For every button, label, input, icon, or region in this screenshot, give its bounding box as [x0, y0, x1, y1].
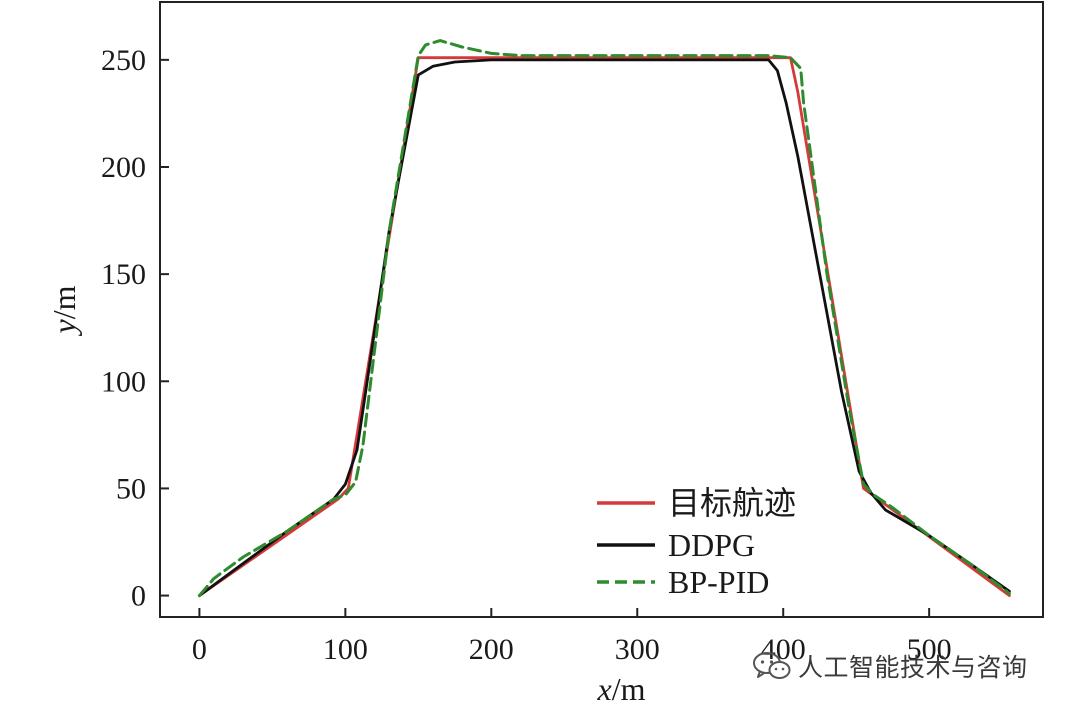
x-axis-label: x/m	[597, 671, 646, 707]
x-tick-label: 400	[761, 633, 806, 666]
legend-label-2: BP-PID	[668, 564, 769, 600]
y-tick-label: 200	[101, 151, 146, 184]
x-tick-label: 100	[323, 633, 368, 666]
y-tick-label: 150	[101, 258, 146, 291]
y-tick-label: 50	[116, 472, 146, 505]
watermark: 人工智能技术与咨询	[752, 648, 1028, 684]
series-line-2	[197, 39, 1011, 598]
x-tick-label: 300	[615, 633, 660, 666]
series-line-1	[197, 58, 1011, 597]
y-tick-label: 0	[131, 580, 146, 613]
y-axis-label: y/m	[46, 285, 82, 336]
x-tick-label: 500	[907, 633, 952, 666]
wechat-icon	[753, 652, 791, 679]
y-tick-label: 250	[101, 44, 146, 77]
legend-label-0: 目标航迹	[668, 485, 796, 521]
ticks-layer: 0 100 200 300 400 500 0 50 100 150 200 250	[101, 44, 952, 666]
series-line-0	[197, 56, 1011, 597]
series-layer	[197, 39, 1011, 598]
plot-frame	[159, 1, 1044, 618]
x-tick-label: 200	[469, 633, 514, 666]
legend-label-1: DDPG	[668, 527, 755, 563]
y-tick-label: 100	[101, 365, 146, 398]
watermark-text: 人工智能技术与咨询	[798, 653, 1028, 682]
x-tick-label: 0	[192, 633, 207, 666]
